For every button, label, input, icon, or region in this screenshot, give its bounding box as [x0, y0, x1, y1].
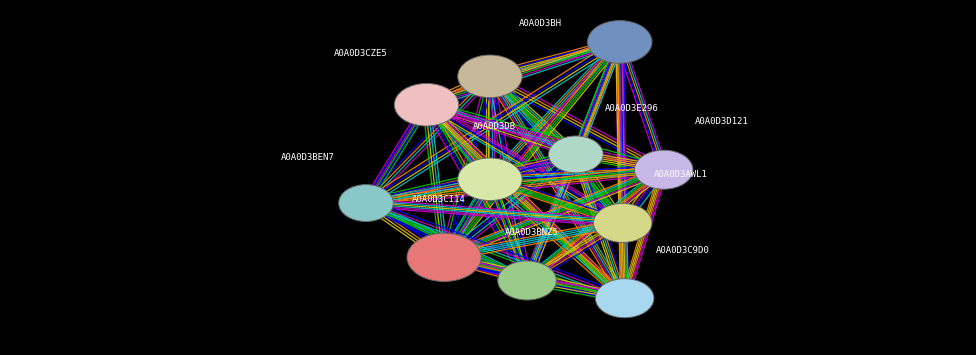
Text: A0A0D3E296: A0A0D3E296 [605, 104, 659, 113]
Ellipse shape [498, 261, 556, 300]
Text: A0A0D3DB: A0A0D3DB [473, 122, 516, 131]
Text: A0A0D3CZE5: A0A0D3CZE5 [334, 49, 387, 58]
Ellipse shape [634, 150, 693, 189]
Ellipse shape [593, 203, 652, 242]
Text: A0A0D3D121: A0A0D3D121 [695, 117, 749, 126]
Ellipse shape [407, 233, 481, 282]
Ellipse shape [595, 279, 654, 318]
Text: A0A0D3CI14: A0A0D3CI14 [412, 195, 467, 204]
Text: A0A0D3AWL1: A0A0D3AWL1 [654, 170, 708, 179]
Text: A0A0D3BNZ5: A0A0D3BNZ5 [505, 228, 559, 237]
Ellipse shape [458, 158, 522, 201]
Ellipse shape [549, 136, 603, 173]
Text: A0A0D3BH: A0A0D3BH [519, 20, 562, 28]
Text: A0A0D3BEN7: A0A0D3BEN7 [281, 153, 335, 162]
Ellipse shape [588, 21, 652, 63]
Ellipse shape [339, 185, 393, 222]
Text: A0A0D3C9D0: A0A0D3C9D0 [656, 246, 710, 255]
Ellipse shape [394, 83, 459, 126]
Ellipse shape [458, 55, 522, 98]
